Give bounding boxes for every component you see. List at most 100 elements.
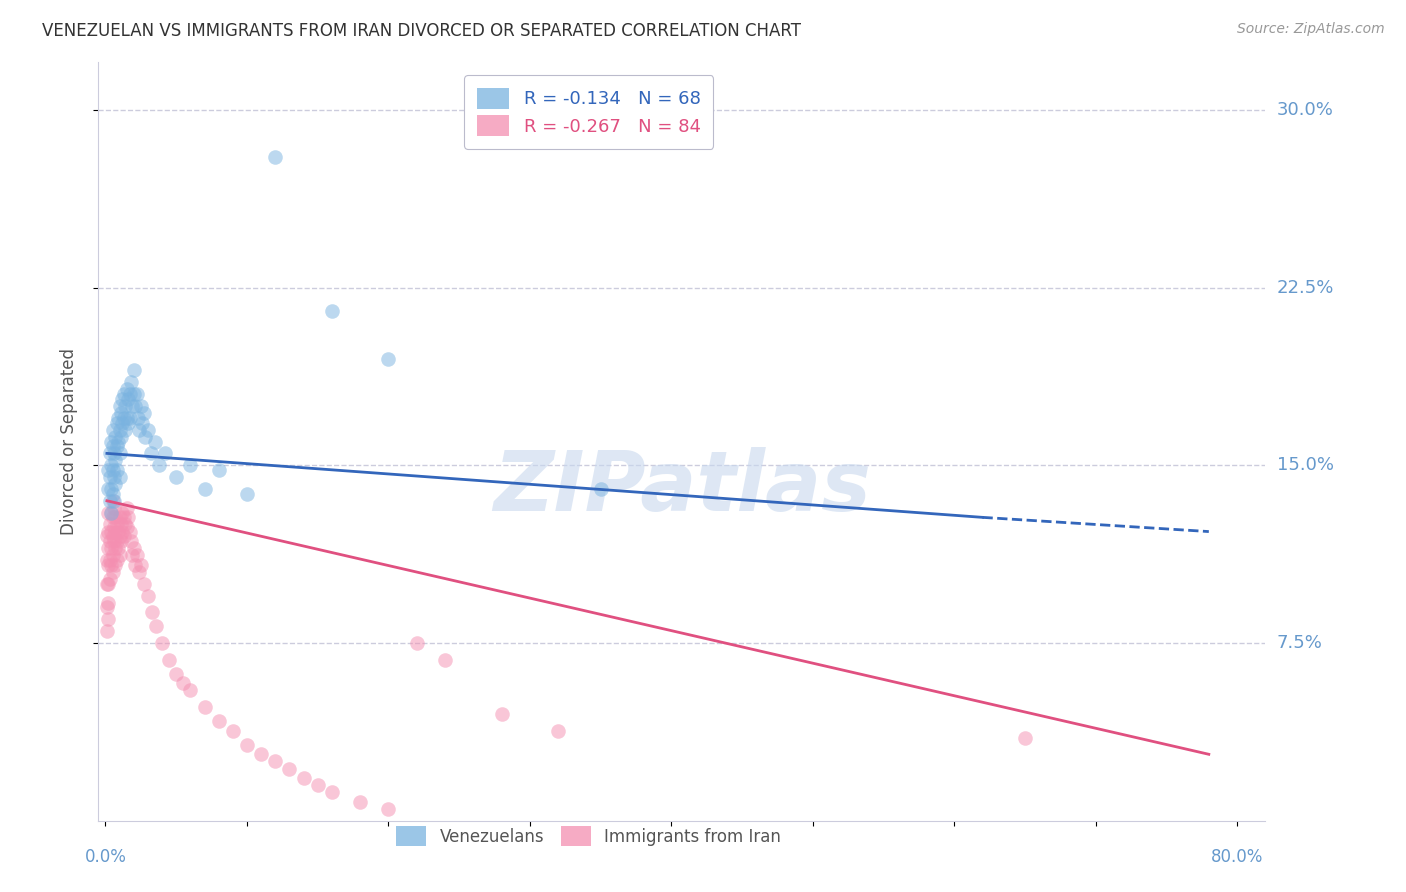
Point <box>165 666 187 681</box>
Point <box>131 416 153 430</box>
Point <box>103 493 125 508</box>
Point <box>132 406 155 420</box>
Point <box>104 430 127 444</box>
Point <box>115 383 138 397</box>
Point <box>108 548 131 563</box>
Point <box>110 517 132 532</box>
Point <box>125 387 148 401</box>
Point <box>101 486 124 500</box>
Point <box>307 778 329 792</box>
Point <box>97 558 120 572</box>
Point <box>128 565 150 579</box>
Text: 30.0%: 30.0% <box>1277 101 1333 119</box>
Point <box>112 510 135 524</box>
Point <box>264 755 287 769</box>
Text: 7.5%: 7.5% <box>1277 634 1323 652</box>
Point <box>114 399 136 413</box>
Point <box>110 430 132 444</box>
Point <box>1014 731 1036 745</box>
Point <box>321 785 343 799</box>
Text: ZIPatlas: ZIPatlas <box>494 447 870 527</box>
Text: 80.0%: 80.0% <box>1211 848 1264 866</box>
Point <box>112 387 135 401</box>
Point <box>547 723 569 738</box>
Point <box>101 548 124 563</box>
Point <box>98 493 121 508</box>
Point <box>111 416 134 430</box>
Point <box>107 434 129 449</box>
Point <box>107 410 129 425</box>
Point <box>104 477 127 491</box>
Point <box>107 524 129 539</box>
Point <box>193 482 215 496</box>
Point <box>236 486 259 500</box>
Point <box>165 470 187 484</box>
Point <box>108 470 131 484</box>
Point <box>108 399 131 413</box>
Point <box>103 470 125 484</box>
Point <box>134 430 156 444</box>
Point <box>433 652 456 666</box>
Point <box>122 387 145 401</box>
Point <box>120 376 142 390</box>
Point <box>278 762 301 776</box>
Point <box>111 524 134 539</box>
Point <box>103 500 125 515</box>
Point <box>110 406 132 420</box>
Point <box>101 439 124 453</box>
Point <box>121 548 143 563</box>
Point <box>101 565 124 579</box>
Point <box>377 351 399 366</box>
Point <box>97 463 120 477</box>
Point <box>111 392 134 406</box>
Point <box>122 541 145 556</box>
Point <box>98 534 121 549</box>
Point <box>101 463 124 477</box>
Point <box>107 541 129 556</box>
Point <box>122 363 145 377</box>
Point <box>145 619 167 633</box>
Point <box>405 636 427 650</box>
Point <box>179 683 201 698</box>
Point <box>100 434 122 449</box>
Point <box>121 399 143 413</box>
Point <box>589 482 612 496</box>
Point <box>118 387 141 401</box>
Point <box>103 534 125 549</box>
Point <box>139 446 162 460</box>
Point <box>143 434 166 449</box>
Point <box>108 446 131 460</box>
Point <box>100 541 122 556</box>
Point <box>104 453 127 467</box>
Point <box>491 706 513 721</box>
Text: 0.0%: 0.0% <box>84 848 127 866</box>
Point <box>97 524 120 539</box>
Point <box>100 558 122 572</box>
Point <box>105 534 128 549</box>
Point <box>129 399 152 413</box>
Point <box>349 795 371 809</box>
Point <box>136 589 159 603</box>
Y-axis label: Divorced or Separated: Divorced or Separated <box>59 348 77 535</box>
Point <box>105 553 128 567</box>
Point <box>103 446 125 460</box>
Point <box>96 600 118 615</box>
Point <box>377 802 399 816</box>
Point <box>292 771 315 785</box>
Point <box>153 446 176 460</box>
Point <box>105 463 128 477</box>
Point <box>104 510 127 524</box>
Point <box>110 534 132 549</box>
Point <box>98 446 121 460</box>
Point <box>104 524 127 539</box>
Point <box>104 558 127 572</box>
Point <box>103 520 125 534</box>
Point <box>222 723 245 738</box>
Point <box>236 738 259 752</box>
Point <box>96 553 118 567</box>
Point <box>111 506 134 520</box>
Text: 15.0%: 15.0% <box>1277 456 1333 475</box>
Point <box>100 506 122 520</box>
Point <box>114 517 136 532</box>
Point <box>132 576 155 591</box>
